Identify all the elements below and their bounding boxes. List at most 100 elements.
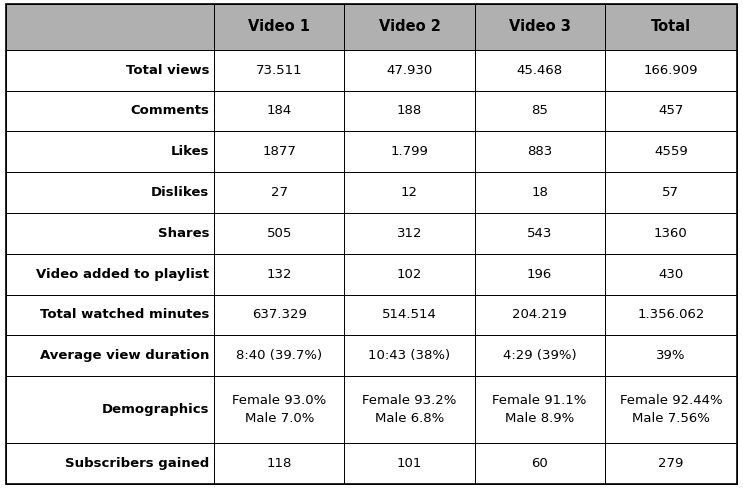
Bar bbox=[6, 91, 214, 131]
Text: 12: 12 bbox=[401, 186, 418, 199]
Text: 883: 883 bbox=[527, 145, 552, 158]
Bar bbox=[6, 295, 214, 335]
Text: 27: 27 bbox=[271, 186, 288, 199]
Text: 279: 279 bbox=[658, 457, 684, 470]
Bar bbox=[605, 443, 737, 484]
Bar bbox=[214, 376, 345, 443]
Bar bbox=[214, 335, 345, 376]
Text: 505: 505 bbox=[267, 227, 292, 240]
Text: 39%: 39% bbox=[656, 349, 686, 362]
Text: Female 91.1%
Male 8.9%: Female 91.1% Male 8.9% bbox=[493, 394, 587, 425]
Bar bbox=[6, 131, 214, 172]
Bar bbox=[6, 50, 214, 91]
Bar bbox=[605, 50, 737, 91]
Text: Average view duration: Average view duration bbox=[39, 349, 209, 362]
Bar bbox=[475, 443, 605, 484]
Bar bbox=[475, 335, 605, 376]
Bar bbox=[6, 213, 214, 254]
Text: 4559: 4559 bbox=[654, 145, 688, 158]
Bar bbox=[214, 131, 345, 172]
Bar bbox=[475, 91, 605, 131]
Text: 1.356.062: 1.356.062 bbox=[637, 308, 704, 322]
Bar bbox=[475, 50, 605, 91]
Text: Video added to playlist: Video added to playlist bbox=[36, 268, 209, 281]
Bar bbox=[214, 4, 345, 50]
Text: Demographics: Demographics bbox=[102, 403, 209, 416]
Text: 57: 57 bbox=[663, 186, 679, 199]
Text: 637.329: 637.329 bbox=[252, 308, 307, 322]
Bar bbox=[605, 376, 737, 443]
Text: Shares: Shares bbox=[158, 227, 209, 240]
Text: 8:40 (39.7%): 8:40 (39.7%) bbox=[236, 349, 322, 362]
Text: 47.930: 47.930 bbox=[386, 63, 432, 77]
Bar bbox=[475, 172, 605, 213]
Text: 101: 101 bbox=[397, 457, 422, 470]
Text: Female 92.44%
Male 7.56%: Female 92.44% Male 7.56% bbox=[620, 394, 722, 425]
Text: 18: 18 bbox=[531, 186, 548, 199]
Text: 184: 184 bbox=[267, 104, 292, 118]
Bar bbox=[475, 295, 605, 335]
Bar bbox=[214, 172, 345, 213]
Text: Total watched minutes: Total watched minutes bbox=[39, 308, 209, 322]
Text: 166.909: 166.909 bbox=[643, 63, 698, 77]
Bar bbox=[605, 335, 737, 376]
Bar bbox=[345, 50, 475, 91]
Bar bbox=[605, 4, 737, 50]
Text: 196: 196 bbox=[527, 268, 552, 281]
Bar bbox=[345, 4, 475, 50]
Bar bbox=[6, 443, 214, 484]
Text: Video 3: Video 3 bbox=[509, 20, 571, 34]
Text: 312: 312 bbox=[397, 227, 422, 240]
Text: 514.514: 514.514 bbox=[382, 308, 437, 322]
Text: 45.468: 45.468 bbox=[516, 63, 562, 77]
Bar bbox=[6, 254, 214, 295]
Text: Total: Total bbox=[651, 20, 691, 34]
Bar bbox=[345, 254, 475, 295]
Text: 102: 102 bbox=[397, 268, 422, 281]
Bar bbox=[345, 376, 475, 443]
Bar bbox=[345, 295, 475, 335]
Text: 1360: 1360 bbox=[654, 227, 688, 240]
Bar bbox=[475, 4, 605, 50]
Bar bbox=[214, 443, 345, 484]
Bar bbox=[605, 213, 737, 254]
Bar bbox=[345, 443, 475, 484]
Bar bbox=[475, 131, 605, 172]
Text: 4:29 (39%): 4:29 (39%) bbox=[503, 349, 577, 362]
Text: 60: 60 bbox=[531, 457, 548, 470]
Bar bbox=[6, 172, 214, 213]
Bar bbox=[6, 335, 214, 376]
Text: 1.799: 1.799 bbox=[391, 145, 429, 158]
Bar bbox=[214, 91, 345, 131]
Text: 457: 457 bbox=[658, 104, 684, 118]
Text: Female 93.0%
Male 7.0%: Female 93.0% Male 7.0% bbox=[233, 394, 326, 425]
Text: 543: 543 bbox=[527, 227, 552, 240]
Text: 204.219: 204.219 bbox=[512, 308, 567, 322]
Bar bbox=[345, 131, 475, 172]
Bar bbox=[214, 50, 345, 91]
Bar bbox=[475, 376, 605, 443]
Bar bbox=[214, 295, 345, 335]
Text: 118: 118 bbox=[267, 457, 292, 470]
Bar bbox=[605, 254, 737, 295]
Bar bbox=[605, 295, 737, 335]
Bar bbox=[605, 172, 737, 213]
Text: Subscribers gained: Subscribers gained bbox=[65, 457, 209, 470]
Bar bbox=[345, 91, 475, 131]
Bar bbox=[475, 254, 605, 295]
Bar bbox=[214, 213, 345, 254]
Text: 188: 188 bbox=[397, 104, 422, 118]
Text: Video 2: Video 2 bbox=[379, 20, 441, 34]
Text: Likes: Likes bbox=[171, 145, 209, 158]
Bar bbox=[345, 213, 475, 254]
Bar bbox=[6, 376, 214, 443]
Bar bbox=[605, 91, 737, 131]
Bar bbox=[345, 172, 475, 213]
Text: 430: 430 bbox=[658, 268, 684, 281]
Text: 73.511: 73.511 bbox=[256, 63, 302, 77]
Bar bbox=[345, 335, 475, 376]
Bar bbox=[6, 4, 214, 50]
Text: Female 93.2%
Male 6.8%: Female 93.2% Male 6.8% bbox=[363, 394, 457, 425]
Text: 132: 132 bbox=[267, 268, 292, 281]
Text: 1877: 1877 bbox=[262, 145, 296, 158]
